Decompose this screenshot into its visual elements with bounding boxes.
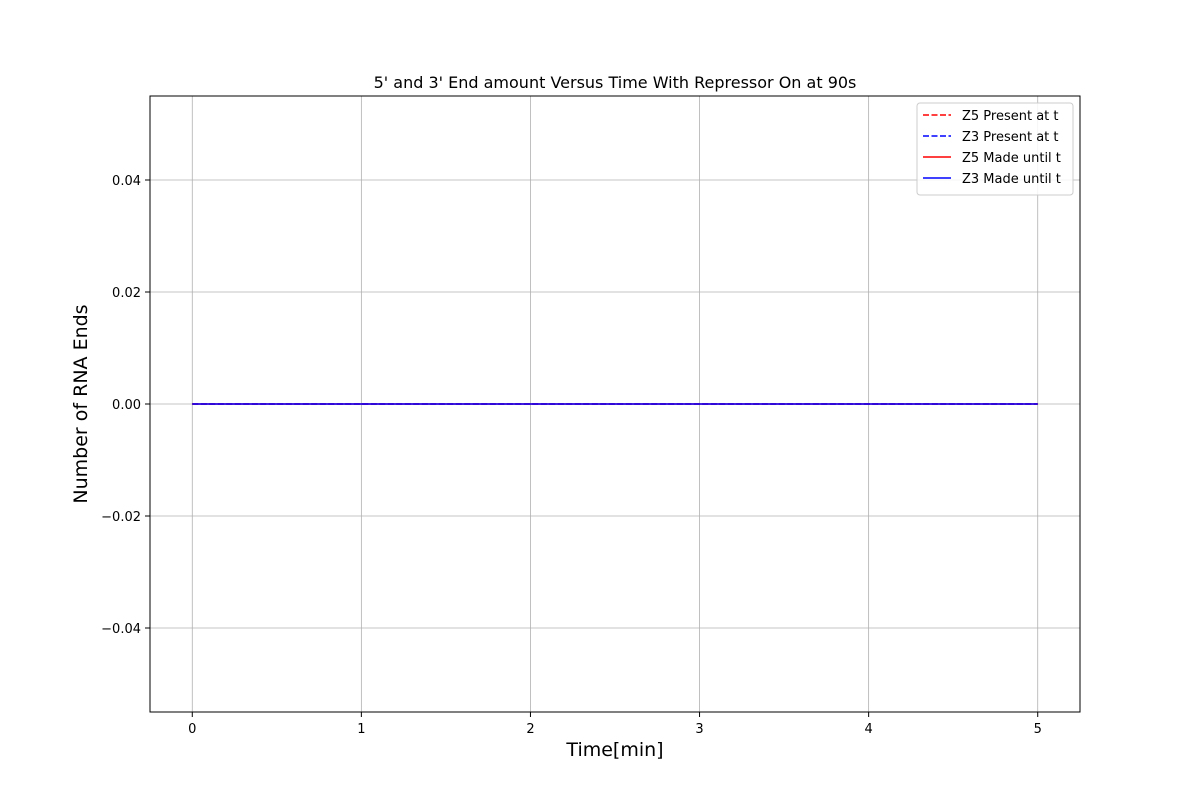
x-tick-label: 3 [695, 722, 703, 737]
y-tick-label: 0.00 [112, 398, 141, 413]
x-tick-label: 0 [188, 722, 196, 737]
legend: Z5 Present at t Z3 Present at t Z5 Made un… [916, 102, 1074, 196]
x-tick-label: 5 [1034, 722, 1042, 737]
y-tick-label: −0.04 [101, 622, 141, 637]
y-tick-label: −0.02 [101, 510, 141, 525]
axis-ticks: 0 1 2 3 4 5 −0.04 −0.02 0.00 0.02 0.04 [101, 174, 1042, 737]
x-axis-title: Time[min] [565, 739, 663, 761]
y-tick-label: 0.02 [112, 286, 141, 301]
x-tick-label: 4 [864, 722, 872, 737]
legend-label: Z3 Present at t [962, 130, 1059, 145]
legend-label: Z5 Present at t [962, 109, 1059, 124]
y-tick-label: 0.04 [112, 174, 141, 189]
y-axis-title: Number of RNA Ends [70, 304, 92, 503]
x-tick-label: 2 [526, 722, 534, 737]
legend-box [916, 102, 1074, 196]
chart-title: 5' and 3' End amount Versus Time With Re… [374, 73, 857, 92]
legend-label: Z5 Made until t [962, 151, 1061, 166]
legend-label: Z3 Made until t [962, 172, 1061, 187]
x-tick-label: 1 [357, 722, 365, 737]
